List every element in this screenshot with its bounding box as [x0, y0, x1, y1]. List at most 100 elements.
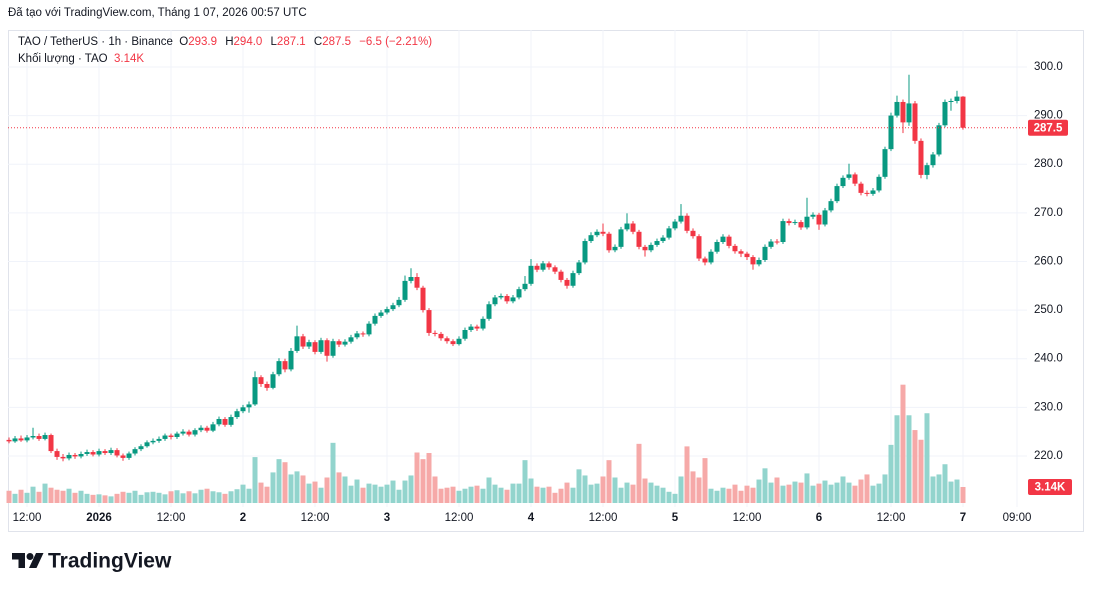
volume-bar [876, 483, 882, 503]
volume-bar [708, 488, 714, 503]
candle-body [366, 323, 372, 335]
volume-bar [162, 494, 168, 503]
volume-bar [234, 489, 240, 503]
candle-body [138, 446, 144, 450]
x-tick-label: 12:00 [589, 512, 618, 524]
volume-bar [474, 485, 480, 503]
y-tick-label: 220.0 [1034, 450, 1063, 462]
volume-bar [336, 472, 342, 503]
candle-body [228, 417, 234, 425]
candle-body [750, 257, 756, 265]
y-tick-label: 290.0 [1034, 110, 1063, 122]
brand-logo [12, 553, 44, 568]
candle-body [186, 431, 192, 435]
legend-change: −6.5 (−2.21%) [359, 36, 433, 48]
volume-bar [78, 490, 84, 503]
volume-bar [582, 475, 588, 503]
volume-bar [756, 479, 762, 503]
volume-bar [924, 413, 930, 503]
volume-bar [294, 471, 300, 503]
volume-bar [300, 475, 306, 503]
x-tick-label: 2026 [86, 512, 112, 524]
volume-bar [750, 487, 756, 503]
volume-bar [150, 491, 156, 503]
volume-bar [396, 489, 402, 503]
x-tick-label: 09:00 [1003, 512, 1032, 524]
volume-bar [114, 493, 120, 503]
candle-body [708, 251, 714, 263]
x-tick-label: 4 [528, 512, 535, 524]
x-tick-label: 12:00 [877, 512, 906, 524]
volume-bar [156, 492, 162, 503]
volume-bar [834, 482, 840, 503]
legend-line: TAO / TetherUS · 1h · Binance O293.9 H29… [18, 34, 437, 51]
candle-body [126, 453, 132, 458]
volume-bar [780, 485, 786, 503]
candle-body [870, 190, 876, 194]
volume-bar [438, 488, 444, 503]
volume-bar [798, 482, 804, 503]
candle-body [372, 315, 378, 324]
volume-bar [810, 485, 816, 503]
candle-body [924, 165, 930, 175]
candle-body [876, 176, 882, 191]
candle-body [540, 263, 546, 270]
candle-body [54, 451, 60, 457]
volume-bar [540, 487, 546, 503]
candle-body [198, 427, 204, 431]
volume-bar [414, 452, 420, 503]
volume-bar [192, 493, 198, 503]
candle-body [552, 267, 558, 272]
volume-bar [534, 486, 540, 503]
candle-body [834, 186, 840, 202]
volume-bar [618, 487, 624, 503]
candle-body [858, 183, 864, 193]
candle-body [534, 265, 540, 270]
volume-bar [12, 493, 18, 503]
volume-bar [732, 484, 738, 503]
candle-body [24, 437, 30, 441]
candle-body [588, 235, 594, 242]
candle-body [546, 263, 552, 268]
candle-body [504, 295, 510, 302]
candle-body [720, 236, 726, 242]
volume-bar [282, 462, 288, 503]
volume-bar [372, 484, 378, 503]
candle-body [882, 149, 888, 177]
volume-bar [72, 492, 78, 503]
legend: TAO / TetherUS · 1h · Binance O293.9 H29… [18, 34, 437, 68]
candle-body [888, 115, 894, 150]
volume-bar [846, 482, 852, 503]
volume-bar [702, 458, 708, 503]
candle-body [768, 241, 774, 247]
volume-bar [324, 477, 330, 503]
candle-body [246, 404, 252, 408]
candle-body [456, 338, 462, 345]
candle-body [594, 231, 600, 236]
candle-body [948, 100, 954, 102]
candle-body [438, 333, 444, 339]
volume-bar [882, 474, 888, 503]
volume-bar [360, 487, 366, 503]
volume-bar [384, 484, 390, 503]
candle-body [816, 214, 822, 225]
volume-bar [198, 489, 204, 503]
volume-bar [246, 488, 252, 503]
volume-bar [228, 491, 234, 503]
volume-bar [864, 474, 870, 503]
volume-bar [36, 491, 42, 503]
candle-body [630, 223, 636, 232]
volume-bar [168, 491, 174, 503]
volume-bar [24, 492, 30, 503]
candle-body [828, 201, 834, 211]
volume-bar [768, 482, 774, 503]
candle-body [396, 299, 402, 306]
volume-bar [906, 415, 912, 503]
candle-body [666, 228, 672, 238]
candle-body [324, 340, 330, 356]
volume-bar [492, 484, 498, 503]
volume-bar [318, 487, 324, 503]
volume-bar [936, 474, 942, 503]
volume-bar [648, 482, 654, 503]
